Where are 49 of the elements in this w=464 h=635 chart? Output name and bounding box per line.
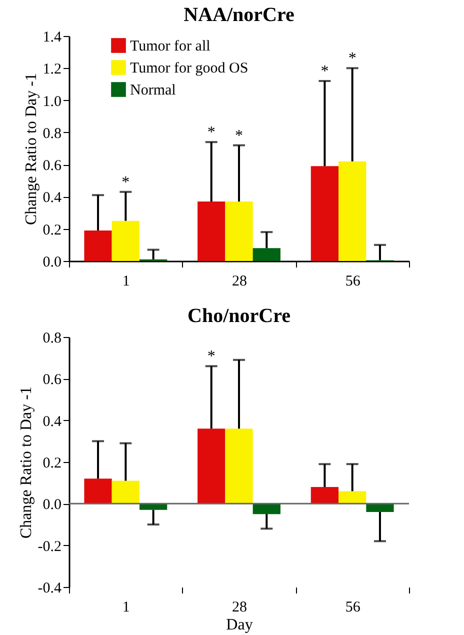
- x-tick-label: 28: [232, 600, 247, 616]
- annotation: *: [235, 127, 243, 144]
- bar: [198, 428, 226, 504]
- y-tick-label: 1.2: [42, 62, 62, 78]
- bar: [310, 166, 339, 261]
- bar: [310, 487, 339, 504]
- y-tick-label: 0.6: [42, 372, 62, 388]
- y-tick-label: 0.0: [42, 497, 62, 514]
- y-tick-label: 0.6: [42, 158, 62, 174]
- bar: [84, 478, 112, 504]
- y-tick-label: 0.0: [42, 254, 62, 270]
- bar: [84, 230, 112, 261]
- x-tick-label: 1: [122, 274, 130, 290]
- chart-title: Cho/norCre: [188, 305, 291, 327]
- y-tick-label: -0.2: [38, 538, 62, 555]
- bar: [338, 491, 366, 504]
- bar: [252, 248, 280, 261]
- x-tick-label: 28: [232, 274, 247, 290]
- x-axis-title: Day: [226, 616, 253, 634]
- annotation: *: [348, 50, 356, 68]
- bar: [225, 428, 253, 504]
- bar: [112, 220, 140, 261]
- y-tick-label: -0.4: [38, 580, 62, 596]
- legend-label: Tumor for good OS: [130, 60, 248, 76]
- y-tick-label: 0.8: [42, 126, 62, 142]
- bar: [198, 202, 226, 261]
- bar: [112, 480, 140, 504]
- legend-label: Normal: [130, 82, 176, 98]
- annotation: *: [122, 174, 130, 191]
- x-tick-label: 1: [122, 600, 130, 616]
- bar: [338, 161, 366, 261]
- y-tick-label: 0.2: [42, 456, 62, 472]
- y-tick-label: 0.4: [42, 190, 62, 206]
- x-tick-label: 56: [345, 274, 361, 290]
- bar: [225, 202, 253, 261]
- y-axis-title: Change Ratio to Day -1: [22, 73, 40, 225]
- y-tick-label: 1.4: [42, 30, 62, 46]
- bar: [252, 504, 280, 514]
- y-tick-label: 0.4: [42, 414, 62, 430]
- y-axis-title: Change Ratio to Day -1: [18, 386, 35, 538]
- y-tick-label: 1.0: [42, 94, 62, 110]
- legend-label: Tumor for all: [130, 38, 210, 54]
- annotation: *: [207, 348, 216, 366]
- annotation: *: [320, 63, 329, 80]
- chart-title: NAA/norCre: [184, 4, 294, 26]
- y-tick-label: 0.2: [42, 222, 62, 238]
- x-tick-label: 56: [345, 600, 361, 616]
- y-tick-label: 0.8: [42, 330, 62, 346]
- annotation: *: [207, 124, 216, 142]
